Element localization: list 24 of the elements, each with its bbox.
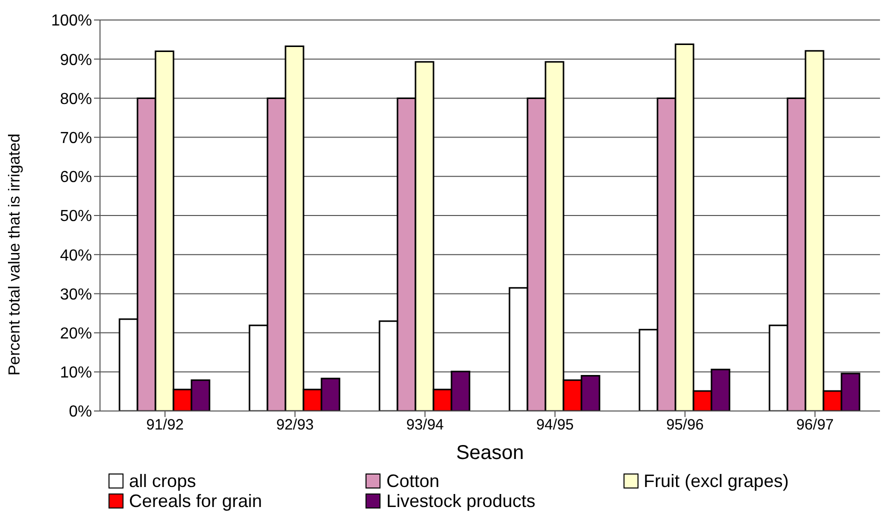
y-tick-label: 60% [60, 169, 92, 186]
y-tick-label: 10% [60, 364, 92, 382]
x-tick-label: 92/93 [276, 416, 314, 434]
x-tick-label: 93/94 [406, 416, 444, 434]
y-tick-label: 30% [60, 286, 92, 304]
x-tick-label: 96/97 [796, 416, 834, 434]
x-tick-label: 94/95 [536, 416, 574, 434]
y-tick-label: 0% [68, 404, 92, 421]
y-tick-label: 70% [60, 130, 92, 147]
y-tick-label: 100% [51, 12, 92, 30]
legend-label: Cereals for grain [129, 491, 262, 511]
y-axis-title: Percent total value that is irrigated [6, 134, 24, 376]
y-tick-label: 90% [60, 52, 92, 69]
x-tick-label: 91/92 [146, 416, 184, 434]
y-tick-label: 50% [60, 208, 92, 226]
y-tick-label: 40% [60, 247, 92, 264]
x-axis-title: Season [456, 442, 524, 464]
y-tick-label: 20% [60, 325, 92, 342]
x-tick-label: 95/96 [666, 416, 704, 434]
legend-label: Fruit (excl grapes) [644, 471, 789, 491]
legend-label: Livestock products [386, 491, 536, 511]
legend-label: all crops [129, 471, 196, 491]
legend-label: Cotton [386, 471, 440, 491]
y-tick-label: 80% [60, 90, 92, 108]
